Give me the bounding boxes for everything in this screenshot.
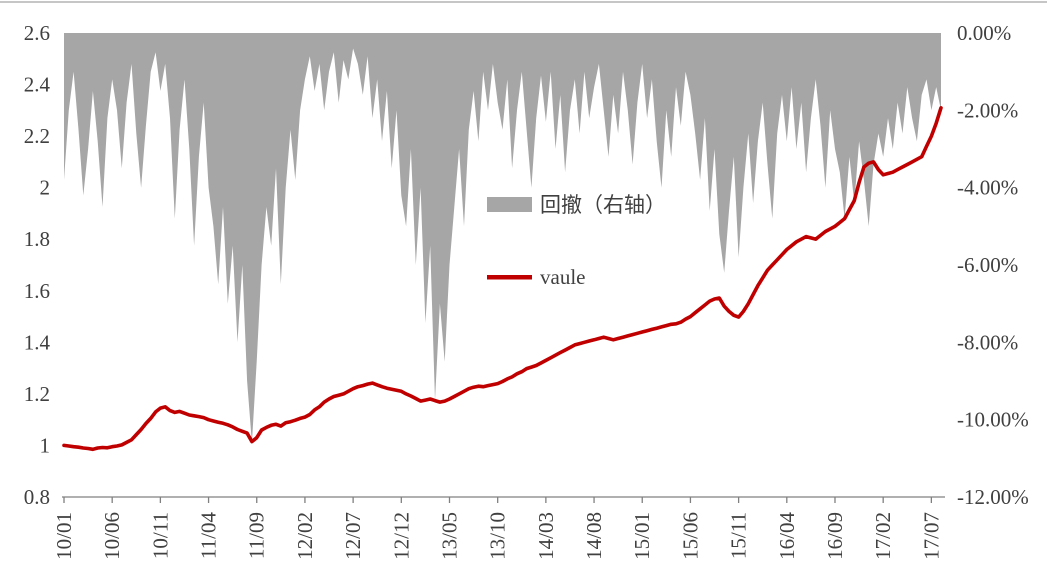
x-axis-tick-label: 12/02 bbox=[293, 512, 317, 560]
right-axis-tick-label: -12.00% bbox=[957, 485, 1029, 509]
left-axis-tick-label: 1.6 bbox=[24, 279, 50, 303]
x-axis-tick-label: 14/03 bbox=[534, 512, 558, 560]
left-axis-tick-label: 0.8 bbox=[24, 485, 50, 509]
x-axis-tick-label: 10/11 bbox=[148, 512, 172, 559]
legend-drawdown-swatch bbox=[487, 197, 532, 212]
left-axis-tick-label: 2.4 bbox=[24, 73, 51, 97]
left-axis-tick-label: 1.8 bbox=[24, 227, 50, 251]
legend-label-drawdown: 回撤（右轴） bbox=[540, 193, 666, 217]
x-axis-tick-label: 16/09 bbox=[823, 512, 847, 560]
x-axis-tick-label: 17/07 bbox=[919, 512, 943, 560]
right-axis-tick-label: -2.00% bbox=[957, 98, 1018, 122]
right-axis-tick-label: 0.00% bbox=[957, 21, 1011, 45]
value-line bbox=[62, 106, 943, 452]
x-axis-tick-label: 13/10 bbox=[486, 512, 510, 560]
drawdown-area bbox=[64, 33, 941, 443]
plot-area: 10/01 10/06 10/11 11/04 11/09 12/02 12/07 12/12… bbox=[24, 21, 1029, 560]
x-axis-tick-label: 15/06 bbox=[678, 512, 702, 560]
x-axis-tick-label: 11/04 bbox=[197, 512, 221, 560]
right-axis-tick-label: -6.00% bbox=[957, 253, 1018, 277]
left-axis-tick-label: 2.2 bbox=[24, 124, 50, 148]
x-axis-tick-label: 10/01 bbox=[52, 512, 76, 560]
left-axis-tick-label: 1.2 bbox=[24, 382, 50, 406]
x-axis-tick-label: 13/05 bbox=[438, 512, 462, 560]
x-axis-tick-label: 17/02 bbox=[871, 512, 895, 560]
legend-label-value: vaule bbox=[540, 265, 585, 289]
x-axis-tick-label: 15/01 bbox=[630, 512, 654, 560]
legend-value-swatch bbox=[487, 275, 532, 280]
right-axis-tick-label: -10.00% bbox=[957, 408, 1029, 432]
x-axis-tick-label: 14/08 bbox=[582, 512, 606, 560]
x-axis-tick-label: 11/09 bbox=[245, 512, 269, 559]
x-axis-tick-label: 10/06 bbox=[100, 512, 124, 560]
x-axis-tick-label: 15/11 bbox=[727, 512, 751, 559]
x-axis-tick-label: 12/07 bbox=[341, 512, 365, 560]
x-axis-tick-label: 16/04 bbox=[775, 512, 799, 560]
x-axis-tick-label: 12/12 bbox=[389, 512, 413, 560]
left-axis-tick-label: 1.4 bbox=[24, 330, 51, 354]
legend: 回撤（右轴） vaule bbox=[487, 193, 666, 289]
right-axis-tick-label: -8.00% bbox=[957, 330, 1018, 354]
left-axis-tick-label: 1 bbox=[40, 433, 51, 457]
left-axis-tick-label: 2 bbox=[40, 176, 51, 200]
left-axis-tick-label: 2.6 bbox=[24, 21, 50, 45]
right-axis-tick-label: -4.00% bbox=[957, 176, 1018, 200]
